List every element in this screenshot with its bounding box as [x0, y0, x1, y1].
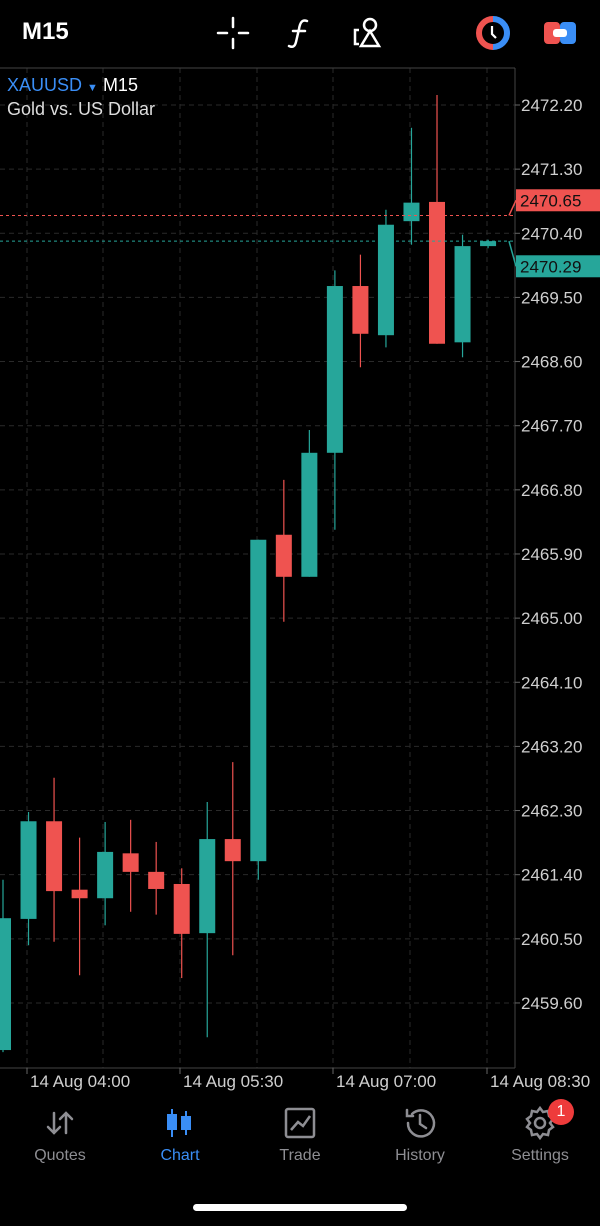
nav-trade[interactable]: Trade	[240, 1105, 360, 1165]
bid-line-connector	[508, 240, 517, 267]
time-axis-label: 14 Aug 07:00	[336, 1072, 436, 1091]
symbol-description: Gold vs. US Dollar	[7, 99, 156, 119]
nav-label: Trade	[279, 1147, 321, 1164]
time-axis-label: 14 Aug 04:00	[30, 1072, 130, 1091]
bear-candle	[148, 871, 165, 889]
price-axis-label: 2463.20	[521, 737, 582, 756]
price-axis-label: 2465.90	[521, 545, 582, 564]
nav-chart[interactable]: Chart	[120, 1105, 240, 1165]
crosshair-icon[interactable]	[216, 16, 250, 50]
nav-label: Settings	[511, 1147, 569, 1164]
bear-candle	[429, 201, 446, 344]
bull-candle	[301, 452, 318, 577]
ask-line-label-bg	[516, 189, 600, 212]
bear-candle	[173, 883, 190, 934]
trade-panel-icon[interactable]	[543, 16, 577, 50]
bull-candle	[377, 224, 394, 336]
price-axis-label: 2471.30	[521, 160, 582, 179]
price-axis-label: 2460.50	[521, 930, 582, 949]
bottom-nav: Quotes Chart Trade History Settings 1	[0, 1095, 600, 1185]
quotes-icon	[46, 1111, 74, 1135]
bear-candle	[352, 286, 369, 334]
price-axis-label: 2468.60	[521, 353, 582, 372]
price-axis-label: 2472.20	[521, 96, 582, 115]
chart-icon	[167, 1109, 191, 1137]
bull-candle	[480, 241, 497, 247]
home-indicator[interactable]	[193, 1204, 407, 1211]
bear-candle	[71, 889, 88, 899]
bull-candle	[199, 839, 216, 934]
nav-history[interactable]: History	[360, 1105, 480, 1165]
bear-candle	[46, 821, 63, 892]
price-axis-label: 2464.10	[521, 673, 582, 692]
price-axis-label: 2469.50	[521, 288, 582, 307]
price-axis-label: 2470.40	[521, 224, 582, 243]
price-axis-label: 2459.60	[521, 994, 582, 1013]
chevron-down-icon: ▼	[87, 82, 98, 94]
price-axis-label: 2465.00	[521, 609, 582, 628]
price-axis-label: 2462.30	[521, 802, 582, 821]
nav-quotes[interactable]: Quotes	[0, 1105, 120, 1165]
nav-label: History	[395, 1147, 445, 1164]
bull-candle	[20, 821, 37, 919]
time-axis-label: 14 Aug 05:30	[183, 1072, 283, 1091]
bull-candle	[250, 539, 267, 862]
nav-label: Quotes	[34, 1147, 86, 1164]
nav-settings[interactable]: Settings 1	[480, 1099, 600, 1165]
bull-candle	[0, 918, 11, 1051]
top-toolbar: M15	[0, 0, 600, 66]
bull-candle	[454, 246, 471, 343]
function-icon[interactable]	[283, 16, 317, 50]
bear-candle	[275, 534, 292, 577]
bull-candle	[326, 286, 343, 453]
time-axis-label: 14 Aug 08:30	[490, 1072, 590, 1091]
ask-line-connector	[508, 199, 517, 216]
price-chart[interactable]: 2472.20 2471.30 2470.40 2469.50 2468.60 2467.…	[0, 0, 600, 1095]
objects-icon[interactable]	[350, 16, 384, 50]
timeframe-button[interactable]: M15	[22, 18, 69, 45]
bull-candle	[97, 851, 114, 899]
price-axis-label: 2466.80	[521, 481, 582, 500]
nav-label: Chart	[160, 1147, 200, 1164]
history-icon	[405, 1108, 436, 1138]
symbol-selector[interactable]: XAUUSD ▼ M15	[7, 75, 138, 96]
symbol-name: XAUUSD	[7, 75, 83, 95]
trade-icon	[284, 1107, 316, 1139]
bear-candle	[122, 853, 139, 872]
price-axis-label: 2461.40	[521, 866, 582, 885]
bull-candle	[403, 202, 420, 222]
chart-timeframe: M15	[102, 75, 138, 95]
notification-badge: 1	[548, 1099, 574, 1125]
ask-line-label: 2470.65	[520, 191, 581, 210]
one-click-trading-icon[interactable]	[476, 16, 510, 50]
bid-line-label: 2470.29	[520, 257, 581, 276]
price-axis-label: 2467.70	[521, 417, 582, 436]
bear-candle	[224, 839, 241, 862]
bid-line-label-bg	[516, 255, 600, 278]
